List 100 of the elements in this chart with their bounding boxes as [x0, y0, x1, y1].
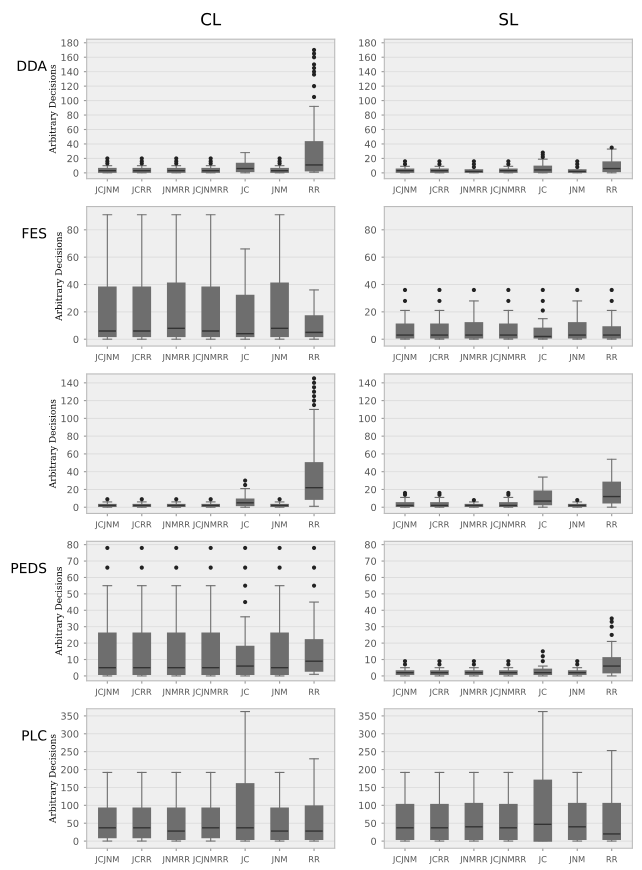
x-tick-label: JNMRR — [162, 688, 190, 696]
y-tick-label: 80 — [67, 541, 78, 548]
x-tick-label: JCJNM — [392, 186, 416, 194]
x-tick-label: JCJNM — [392, 521, 416, 530]
x-tick-label: JNM — [568, 688, 584, 696]
x-tick-label: JCRR — [429, 354, 450, 362]
y-tick-label: 0 — [371, 672, 376, 680]
y-tick-label: 300 — [61, 730, 78, 738]
y-tick-label: 20 — [67, 154, 78, 162]
y-tick-label: 100 — [359, 414, 376, 422]
x-tick-label: JNMRR — [460, 186, 488, 194]
y-tick-label: 0 — [371, 838, 376, 845]
x-tick-label: JCJNMRR — [490, 688, 526, 696]
x-tick-label: JC — [538, 688, 546, 696]
y-tick-label: 140 — [359, 379, 376, 387]
y-tick-label: 50 — [365, 590, 376, 598]
y-tick-label: 80 — [67, 432, 78, 440]
y-tick-label: 180 — [359, 39, 376, 47]
y-tick-label: 120 — [359, 82, 376, 90]
x-tick-label: JNM — [271, 354, 287, 362]
y-tick-label: 20 — [365, 308, 376, 316]
y-tick-label: 60 — [67, 254, 78, 261]
y-tick-label: 50 — [365, 820, 376, 828]
x-tick-label: RR — [606, 186, 618, 193]
y-tick-label: 50 — [67, 820, 78, 828]
y-tick-label: 60 — [364, 254, 376, 261]
y-tick-label: 120 — [62, 397, 78, 404]
y-tick-label: 350 — [358, 712, 376, 720]
y-tick-label: 40 — [364, 606, 376, 614]
y-tick-label: 250 — [358, 748, 376, 756]
y-tick-label: 80 — [67, 112, 78, 119]
y-tick-label: 10 — [68, 656, 78, 664]
y-tick-label: 60 — [364, 574, 376, 582]
y-tick-label: 120 — [62, 82, 78, 90]
x-tick-label: RR — [606, 856, 618, 862]
x-tick-label: JNMRR — [162, 856, 190, 864]
y-tick-label: 250 — [61, 748, 78, 756]
y-tick-label: 140 — [62, 379, 78, 387]
text: FES — [22, 228, 46, 238]
y-tick-label: 160 — [359, 54, 376, 62]
y-tick-label: 100 — [62, 414, 78, 422]
x-tick-label: RR — [606, 688, 618, 695]
y-tick-label: 0 — [73, 169, 78, 177]
y-tick-label: 200 — [61, 766, 78, 774]
x-tick-label: JC — [240, 186, 249, 194]
y-tick-label: 20 — [67, 640, 78, 647]
y-tick-label: 80 — [67, 226, 78, 234]
y-tick-label: 0 — [73, 672, 78, 680]
x-tick-label: JC — [538, 856, 546, 864]
x-tick-label: JCJNMRR — [490, 521, 526, 530]
x-tick-label: JNMRR — [162, 354, 190, 362]
y-tick-label: 40 — [364, 280, 376, 288]
y-tick-label: 100 — [62, 802, 78, 810]
x-tick-label: JCJNMRR — [192, 186, 228, 194]
y-tick-label: 160 — [62, 54, 78, 62]
y-tick-label: 20 — [365, 640, 376, 647]
y-tick-label: 140 — [359, 68, 376, 76]
x-tick-label: JNM — [568, 856, 584, 864]
x-tick-label: JCRR — [429, 186, 450, 194]
y-tick-label: 60 — [364, 126, 376, 134]
x-tick-label: JC — [538, 354, 546, 362]
text: PLC — [22, 730, 46, 741]
x-tick-label: JNMRR — [460, 856, 488, 864]
x-tick-label: JCJNMRR — [490, 186, 526, 194]
y-tick-label: 80 — [364, 226, 376, 234]
y-tick-label: 300 — [358, 730, 376, 738]
y-tick-label: 120 — [359, 397, 376, 404]
y-tick-label: 60 — [67, 450, 78, 458]
y-tick-label: 40 — [67, 606, 78, 614]
x-tick-label: JCJNM — [94, 186, 119, 194]
x-tick-label: JNMRR — [460, 354, 488, 362]
x-tick-label: JCRR — [131, 856, 152, 864]
y-tick-label: 20 — [67, 308, 78, 316]
x-tick-label: JCRR — [429, 856, 450, 864]
text: PEDS — [12, 562, 46, 574]
y-tick-label: 0 — [73, 504, 78, 512]
chart-title: CL — [201, 12, 222, 26]
y-axis-title: Arbitrary Decisions — [55, 567, 64, 656]
x-tick-label: JC — [240, 354, 249, 362]
y-tick-label: 20 — [365, 486, 376, 494]
x-tick-label: JNM — [271, 521, 287, 530]
x-tick-label: JCJNM — [94, 856, 119, 864]
x-tick-label: JNM — [568, 354, 584, 362]
y-tick-label: 350 — [61, 712, 78, 720]
y-axis-title: Arbitrary Decisions — [48, 734, 58, 824]
y-tick-label: 150 — [62, 784, 78, 792]
x-tick-label: JNM — [568, 521, 584, 530]
x-tick-label: RR — [309, 856, 320, 862]
x-tick-label: JNM — [568, 186, 584, 194]
x-tick-label: JNMRR — [460, 688, 488, 696]
x-tick-label: JCRR — [131, 688, 152, 696]
y-tick-label: 100 — [359, 802, 376, 810]
x-tick-label: JNMRR — [162, 521, 190, 530]
x-tick-label: JCJNMRR — [192, 856, 228, 864]
y-tick-label: 30 — [365, 623, 376, 631]
y-tick-label: 140 — [62, 68, 78, 76]
y-tick-label: 200 — [358, 766, 376, 774]
x-tick-label: JCRR — [429, 688, 450, 696]
x-tick-label: RR — [309, 186, 320, 193]
x-tick-label: RR — [309, 688, 320, 695]
